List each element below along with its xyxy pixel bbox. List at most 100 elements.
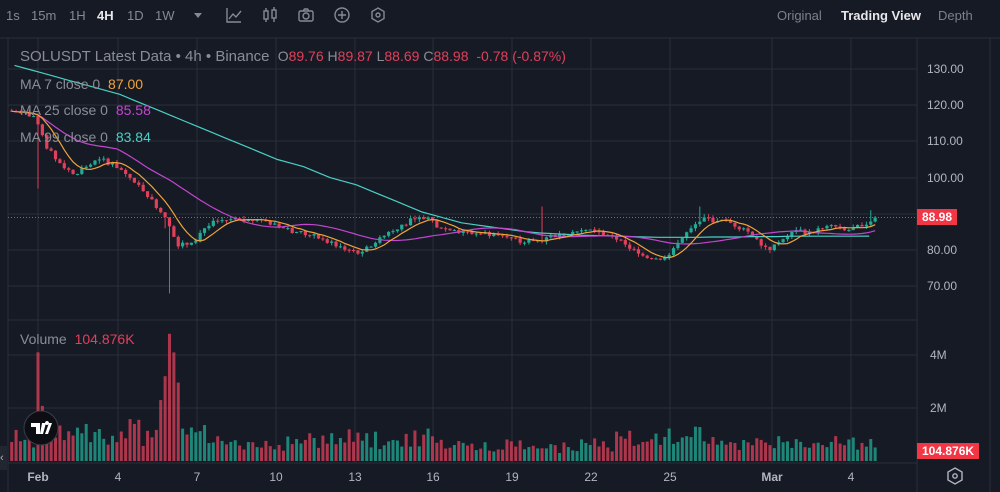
volume-bar <box>860 442 864 461</box>
volume-bar <box>856 449 860 461</box>
collapse-left-button[interactable]: ‹ <box>0 446 7 470</box>
volume-bar <box>115 442 119 461</box>
volume-bar <box>680 437 684 461</box>
price-tick: 70.00 <box>927 279 958 293</box>
candle-body <box>785 236 790 240</box>
tradingview-logo[interactable] <box>23 410 59 446</box>
volume-bar <box>807 447 811 461</box>
candle-body <box>527 239 531 243</box>
volume-bar <box>330 433 334 461</box>
candle-body <box>408 218 413 226</box>
chevron-down-icon[interactable] <box>189 6 207 24</box>
price-tick: 120.00 <box>927 98 964 112</box>
volume-bar <box>575 451 579 461</box>
candle-body <box>62 163 66 169</box>
candle-body <box>308 235 312 237</box>
interval-1d[interactable]: 1D <box>127 8 144 23</box>
candle-body <box>387 231 391 236</box>
volume-bar <box>216 436 220 461</box>
candle-body <box>395 229 400 232</box>
interval-4h[interactable]: 4H <box>97 8 114 23</box>
chart-settings-icon[interactable] <box>944 465 966 487</box>
time-tick: 4 <box>114 470 122 484</box>
candle-body <box>220 220 224 222</box>
candle-body <box>97 159 101 161</box>
volume-bar <box>816 442 820 461</box>
camera-icon[interactable] <box>297 6 315 24</box>
volume-bar <box>720 440 724 461</box>
interval-1w[interactable]: 1W <box>155 8 175 23</box>
volume-bar <box>220 440 224 461</box>
candle-body <box>869 221 873 225</box>
volume-bar <box>189 427 193 461</box>
volume-bar <box>242 449 246 461</box>
view-depth[interactable]: Depth <box>938 8 973 23</box>
candle-body <box>115 163 119 169</box>
volume-bar <box>579 439 583 461</box>
volume-bar <box>527 447 531 461</box>
volume-bar <box>501 449 505 461</box>
volume-bar <box>338 438 342 461</box>
candle-body <box>641 253 645 256</box>
candle-body <box>229 219 233 221</box>
time-tick: 16 <box>426 470 440 484</box>
candle-body <box>102 158 106 160</box>
indicators-icon[interactable] <box>225 6 243 24</box>
volume-bar <box>794 439 798 461</box>
volume-bar <box>842 445 846 461</box>
candle-body <box>834 225 838 227</box>
volume-bar <box>812 443 816 461</box>
volume-bar <box>198 431 202 461</box>
price-tick: 80.00 <box>927 243 958 257</box>
candle-body <box>518 238 522 243</box>
candle-body <box>71 169 75 174</box>
volume-bar <box>847 439 851 461</box>
candle-body <box>505 236 509 238</box>
volume-bar <box>132 423 136 461</box>
volume-bar <box>505 439 509 461</box>
volume-bar <box>777 436 781 461</box>
ma7-value: 87.00 <box>108 76 144 92</box>
view-trading-view[interactable]: Trading View <box>841 8 921 23</box>
volume-bar <box>619 436 623 461</box>
time-tick: 19 <box>505 470 519 484</box>
volume-bar <box>290 444 294 461</box>
view-original[interactable]: Original <box>777 8 822 23</box>
candle-body <box>676 242 680 249</box>
volume-bar <box>803 447 807 461</box>
volume-bar <box>768 445 772 461</box>
volume-bar <box>636 444 640 461</box>
close-value: 88.98 <box>433 48 469 64</box>
ma7-line <box>11 110 876 259</box>
candle-body <box>128 173 132 178</box>
candle-body <box>273 223 277 225</box>
candle-body <box>110 163 115 165</box>
candle-body <box>84 166 88 169</box>
candle-body <box>417 217 421 220</box>
volume-legend: Volume 104.876K <box>20 331 135 347</box>
interval-15m[interactable]: 15m <box>31 8 57 23</box>
candle-body <box>864 224 868 227</box>
candle-body <box>487 232 492 237</box>
interval-1s[interactable]: 1s <box>6 8 20 23</box>
time-tick: 13 <box>348 470 362 484</box>
settings-hex-icon[interactable] <box>369 6 387 24</box>
ma99-line <box>14 64 870 238</box>
interval-1h[interactable]: 1H <box>69 8 86 23</box>
volume-bar <box>518 440 522 461</box>
candle-body <box>321 238 325 240</box>
plus-circle-icon[interactable] <box>333 6 351 24</box>
volume-bar <box>229 441 233 461</box>
volume-bar <box>610 451 614 461</box>
candle-body <box>737 226 741 230</box>
price-tick: 130.00 <box>927 62 964 76</box>
candle-type-icon[interactable] <box>261 6 279 24</box>
candle-body <box>281 227 286 229</box>
candle-body <box>750 231 755 237</box>
volume-bar <box>632 445 636 461</box>
candle-body <box>137 182 141 185</box>
volume-bar <box>246 442 250 461</box>
candle-body <box>382 235 386 238</box>
volume-bar <box>514 446 518 461</box>
